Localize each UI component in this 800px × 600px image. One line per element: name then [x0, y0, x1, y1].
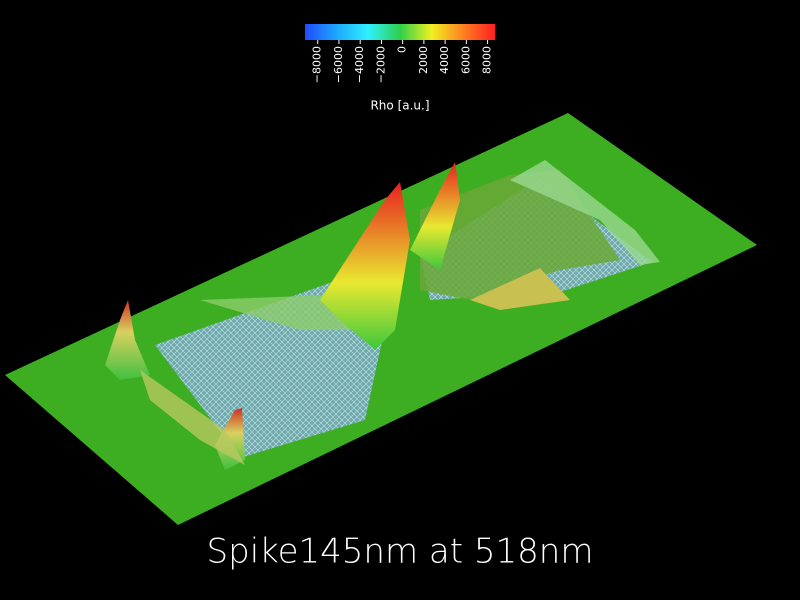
caption: Spike145nm at 518nm — [207, 532, 594, 572]
tick-label: −2000 — [374, 46, 387, 83]
tick-label: 4000 — [438, 46, 451, 74]
colorbar — [305, 24, 495, 40]
right-wall — [510, 160, 660, 265]
tick-label: 0 — [396, 46, 409, 53]
left-edge-peak — [105, 300, 150, 380]
tick-label: 6000 — [459, 46, 472, 74]
tick-label: 2000 — [417, 46, 430, 74]
tick-label: −4000 — [353, 46, 366, 83]
tick-label: −8000 — [311, 46, 324, 83]
colorbar-label: Rho [a.u.] — [370, 99, 429, 113]
ridge-bump — [470, 268, 570, 310]
tick-label: −6000 — [332, 46, 345, 83]
left-wall — [140, 370, 245, 465]
right-spike — [410, 162, 460, 270]
surface-plot — [5, 113, 757, 525]
central-spike — [320, 182, 410, 350]
tick-label: 8000 — [481, 46, 494, 74]
